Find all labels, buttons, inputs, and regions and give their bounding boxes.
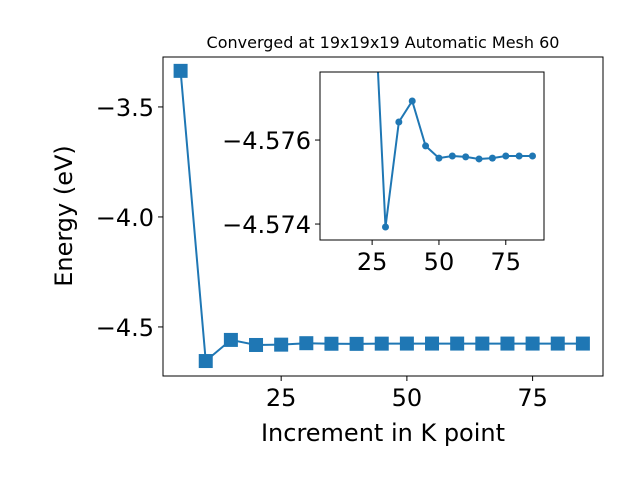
inset-frame bbox=[319, 71, 545, 241]
marker bbox=[425, 336, 440, 351]
marker bbox=[575, 336, 590, 351]
marker bbox=[173, 63, 188, 78]
marker bbox=[488, 154, 496, 162]
marker bbox=[462, 153, 470, 161]
marker bbox=[450, 336, 465, 351]
marker bbox=[500, 336, 515, 351]
x-tick-label: 50 bbox=[424, 248, 455, 276]
marker bbox=[475, 155, 483, 163]
x-tick-label: 50 bbox=[392, 384, 423, 412]
plot-area bbox=[376, 72, 537, 231]
x-tick-label: 25 bbox=[266, 384, 297, 412]
marker bbox=[381, 223, 389, 231]
marker bbox=[475, 336, 490, 351]
marker bbox=[550, 336, 565, 351]
plot-area bbox=[173, 63, 590, 369]
marker bbox=[422, 142, 430, 150]
x-tick-label: 75 bbox=[491, 248, 522, 276]
marker bbox=[249, 337, 264, 352]
x-axis-label: Increment in K point bbox=[261, 419, 505, 447]
marker bbox=[399, 336, 414, 351]
marker bbox=[324, 336, 339, 351]
y-tick-label: −4.574 bbox=[222, 211, 311, 239]
marker bbox=[223, 332, 238, 347]
marker bbox=[299, 336, 314, 351]
marker bbox=[349, 336, 364, 351]
y-tick-label: −4.576 bbox=[222, 127, 311, 155]
marker bbox=[448, 152, 456, 160]
y-tick-label: −4.5 bbox=[96, 314, 154, 342]
y-axis-label: Energy (eV) bbox=[50, 145, 78, 287]
marker bbox=[525, 336, 540, 351]
marker bbox=[374, 336, 389, 351]
x-tick-label: 75 bbox=[517, 384, 548, 412]
plot-frame bbox=[162, 56, 604, 377]
y-tick-label: −3.5 bbox=[96, 94, 154, 122]
chart-title: Converged at 19x19x19 Automatic Mesh 60 bbox=[207, 33, 560, 52]
marker bbox=[515, 152, 523, 160]
marker bbox=[274, 337, 289, 352]
marker bbox=[198, 354, 213, 369]
marker bbox=[395, 118, 403, 126]
marker bbox=[408, 97, 416, 105]
x-tick-label: 25 bbox=[357, 248, 388, 276]
marker bbox=[435, 154, 443, 162]
marker bbox=[529, 152, 537, 160]
marker bbox=[502, 152, 510, 160]
y-tick-label: −4.0 bbox=[96, 204, 154, 232]
